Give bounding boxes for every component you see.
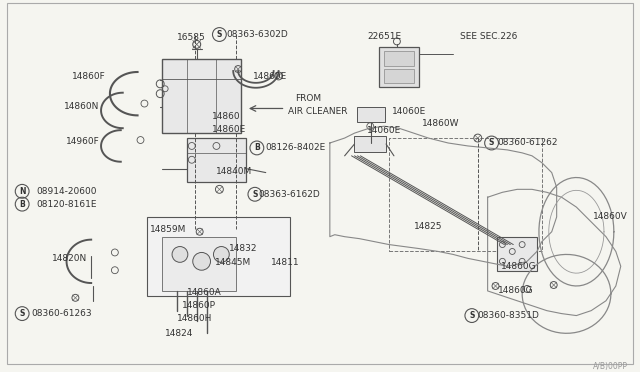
Text: 08126-8402E: 08126-8402E <box>266 144 326 153</box>
Text: 14811: 14811 <box>271 258 300 267</box>
Text: 14860P: 14860P <box>182 301 216 310</box>
Text: 14860N: 14860N <box>63 102 99 111</box>
Text: 14840M: 14840M <box>216 167 253 176</box>
Bar <box>355 136 386 152</box>
Text: S: S <box>252 190 257 199</box>
Text: 08363-6302D: 08363-6302D <box>227 30 288 39</box>
Text: 14860V: 14860V <box>593 212 628 221</box>
Text: 08360-61262: 08360-61262 <box>497 138 558 147</box>
Text: N: N <box>19 187 26 196</box>
Circle shape <box>214 247 229 262</box>
Text: 08120-8161E: 08120-8161E <box>36 200 97 209</box>
Text: 08914-20600: 08914-20600 <box>36 187 97 196</box>
Text: 22651E: 22651E <box>367 32 401 41</box>
Bar <box>379 47 419 87</box>
Text: 14860G: 14860G <box>501 262 537 271</box>
Text: 14845M: 14845M <box>216 258 252 267</box>
Text: 14860: 14860 <box>211 112 240 121</box>
Text: 14832: 14832 <box>229 244 258 253</box>
Bar <box>187 138 246 182</box>
Text: B: B <box>19 200 25 209</box>
Text: 14060E: 14060E <box>392 107 426 116</box>
Text: A/B)00PP: A/B)00PP <box>593 362 628 371</box>
Text: 14860E: 14860E <box>211 125 246 134</box>
Bar <box>162 237 236 291</box>
Text: 14824: 14824 <box>165 329 193 338</box>
Text: S: S <box>217 30 222 39</box>
Text: B: B <box>254 144 260 153</box>
Bar <box>384 69 413 83</box>
Circle shape <box>172 247 188 262</box>
Bar <box>384 51 413 66</box>
Text: 14860A: 14860A <box>187 288 221 297</box>
Text: 08363-6162D: 08363-6162D <box>259 190 321 199</box>
Bar <box>147 217 291 296</box>
Text: S: S <box>469 311 474 320</box>
Bar <box>358 106 385 122</box>
Text: 14860H: 14860H <box>177 314 212 323</box>
Bar <box>497 237 537 271</box>
Text: 14960F: 14960F <box>65 137 99 145</box>
Text: S: S <box>19 309 25 318</box>
Text: S: S <box>489 138 494 147</box>
Text: AIR CLEANER: AIR CLEANER <box>289 107 348 116</box>
Circle shape <box>193 253 211 270</box>
Text: 14859M: 14859M <box>150 225 187 234</box>
Text: 14860E: 14860E <box>253 73 287 81</box>
Text: 14060E: 14060E <box>367 126 401 135</box>
Text: 14860W: 14860W <box>422 119 459 128</box>
Text: 14820N: 14820N <box>52 254 87 263</box>
Bar <box>389 138 542 251</box>
Bar <box>162 59 241 133</box>
Text: 14860G: 14860G <box>497 286 533 295</box>
Text: 08360-8351D: 08360-8351D <box>478 311 540 320</box>
Text: SEE SEC.226: SEE SEC.226 <box>460 32 517 41</box>
Text: 08360-61263: 08360-61263 <box>31 309 92 318</box>
Text: 16585: 16585 <box>177 33 205 42</box>
Text: 14825: 14825 <box>413 222 442 231</box>
Text: 14860F: 14860F <box>72 73 105 81</box>
Text: FROM: FROM <box>295 94 321 103</box>
